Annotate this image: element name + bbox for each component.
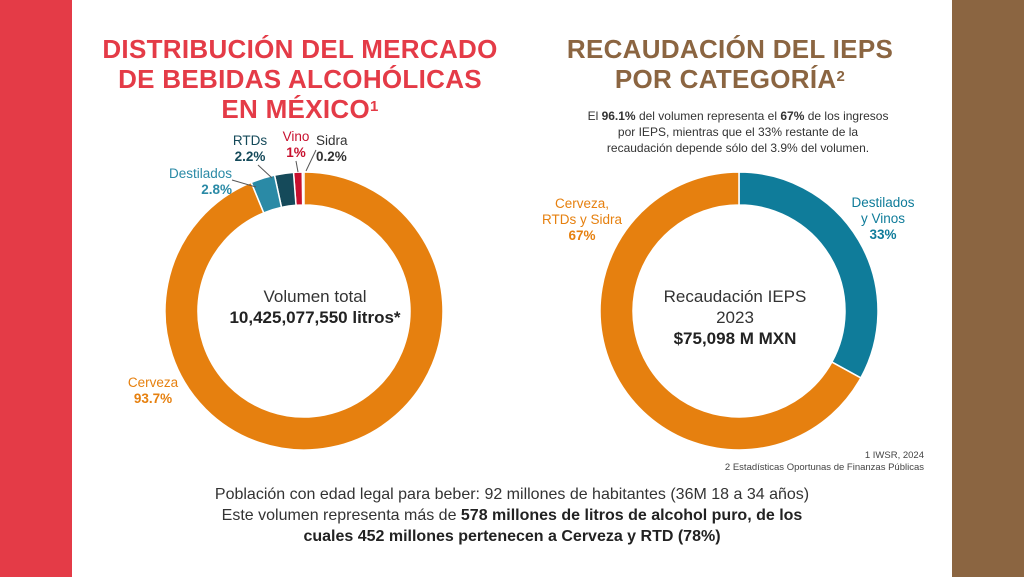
label-cerveza-rtds-sidra: Cerveza, RTDs y Sidra 67%	[532, 196, 632, 244]
label-dv-value: 33%	[869, 227, 897, 242]
slice-destilados	[250, 174, 283, 214]
right-chart-title: RECAUDACIÓN DEL IEPS POR CATEGORÍA2	[520, 34, 940, 94]
ieps-label-line1: Recaudación IEPS	[663, 287, 807, 306]
left-title-line2: DE BEBIDAS ALCOHÓLICAS	[118, 64, 482, 94]
slice-cerveza-rtds-sidra	[599, 171, 862, 451]
label-destilados-name: Destilados	[168, 166, 232, 181]
source-2: 2 Estadísticas Oportunas de Finanzas Púb…	[724, 462, 924, 473]
label-crs-name-line2: RTDs y Sidra	[541, 212, 623, 227]
label-rtds-value: 2.2%	[234, 149, 266, 164]
left-title-footnote: 1	[369, 98, 379, 115]
label-vino: Vino 1%	[279, 129, 313, 161]
note-line3: recaudación depende sólo del 3.9% del vo…	[606, 141, 870, 155]
leader-rtds	[257, 164, 273, 179]
label-crs-name-line1: Cerveza,	[554, 196, 610, 211]
left-chart-center: Volumen total 10,425,077,550 litros*	[180, 286, 450, 328]
label-vino-name: Vino	[282, 129, 310, 144]
label-destilados-vinos: Destilados y Vinos 33%	[838, 195, 928, 243]
sources: 1 IWSR, 2024 2 Estadísticas Oportunas de…	[725, 450, 924, 474]
bottom-line3: cuales 452 millones pertenecen a Cerveza…	[303, 528, 721, 545]
label-cerveza-value: 93.7%	[133, 391, 173, 406]
label-vino-value: 1%	[286, 145, 306, 160]
label-dv-name-line2: y Vinos	[860, 211, 906, 226]
note-line1: El 96.1% del volumen representa el 67% d…	[587, 109, 889, 123]
source-1: 1 IWSR, 2024	[864, 450, 924, 461]
leader-sidra	[305, 149, 317, 172]
volume-label: Volumen total	[263, 287, 367, 306]
right-title-line1: RECAUDACIÓN DEL IEPS	[566, 34, 894, 64]
right-title-line2: POR CATEGORÍA2	[614, 64, 846, 94]
bottom-line1: Población con edad legal para beber: 92 …	[214, 486, 810, 503]
label-sidra-name: Sidra	[316, 133, 348, 148]
note-line2: por IEPS, mientras que el 33% restante d…	[617, 125, 859, 139]
label-rtds: RTDs 2.2%	[230, 133, 270, 165]
label-sidra: Sidra 0.2%	[316, 133, 356, 165]
label-destilados-value: 2.8%	[201, 182, 232, 197]
right-title-footnote: 2	[836, 68, 846, 85]
label-cerveza: Cerveza 93.7%	[118, 375, 188, 407]
bottom-summary: Población con edad legal para beber: 92 …	[110, 484, 914, 547]
leader-destilados	[231, 179, 257, 188]
label-cerveza-name: Cerveza	[127, 375, 179, 390]
bottom-line2: Este volumen representa más de 578 millo…	[221, 507, 803, 524]
label-sidra-value: 0.2%	[316, 149, 347, 164]
label-dv-name-line1: Destilados	[851, 195, 915, 210]
left-title-line1: DISTRIBUCIÓN DEL MERCADO	[102, 34, 498, 64]
leader-vino	[295, 160, 299, 173]
volume-value: 10,425,077,550 litros*	[229, 308, 401, 327]
right-chart-center: Recaudación IEPS 2023 $75,098 M MXN	[630, 286, 840, 349]
label-rtds-name: RTDs	[232, 133, 268, 148]
ieps-label-line2: 2023	[716, 308, 754, 327]
left-chart-title: DISTRIBUCIÓN DEL MERCADO DE BEBIDAS ALCO…	[90, 34, 510, 124]
ieps-note: El 96.1% del volumen representa el 67% d…	[568, 108, 908, 156]
label-destilados: Destilados 2.8%	[162, 166, 232, 198]
left-accent-bar	[0, 0, 72, 577]
label-crs-value: 67%	[568, 228, 596, 243]
left-title-line3: EN MÉXICO1	[221, 94, 379, 124]
ieps-value: $75,098 M MXN	[673, 329, 797, 348]
slice-cerveza	[164, 171, 444, 451]
right-accent-bar	[952, 0, 1024, 577]
